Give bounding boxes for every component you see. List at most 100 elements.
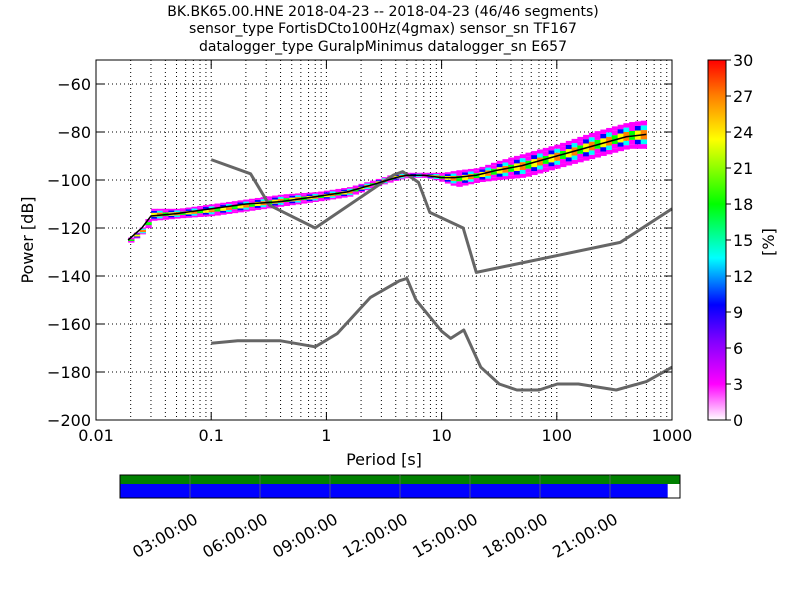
density-cell xyxy=(508,168,515,172)
density-cell xyxy=(156,210,164,213)
density-cell xyxy=(133,235,141,237)
density-cell xyxy=(168,212,175,214)
density-cell xyxy=(421,172,429,174)
density-cell xyxy=(174,213,181,216)
density-cell xyxy=(329,194,337,197)
density-cell xyxy=(519,166,527,170)
density-cell xyxy=(393,179,400,181)
density-cell xyxy=(231,203,239,206)
density-cell xyxy=(179,214,187,217)
density-cell xyxy=(295,202,302,205)
density-cell xyxy=(341,188,348,190)
density-cell xyxy=(554,148,561,153)
density-cell xyxy=(519,154,527,159)
density-cell xyxy=(611,139,619,144)
density-cell xyxy=(623,145,630,150)
density-cell xyxy=(174,216,181,219)
density-cell xyxy=(496,160,504,164)
density-cell xyxy=(583,156,590,161)
high-noise-model-line xyxy=(210,158,673,274)
y-axis-ticks: −200 −180 −160 −140 −120 −100 −80 −60 xyxy=(47,75,672,430)
density-cell xyxy=(289,197,296,200)
density-cell xyxy=(623,123,630,128)
density-cell xyxy=(565,149,573,154)
density-cell xyxy=(289,195,296,198)
density-cell xyxy=(168,210,175,213)
density-cell xyxy=(341,196,348,198)
density-cell xyxy=(548,162,555,167)
density-cell xyxy=(640,120,648,126)
density-cell xyxy=(583,143,590,148)
density-cell xyxy=(398,178,406,180)
density-cell xyxy=(560,142,567,147)
chart-title: BK.BK65.00.HNE 2018-04-23 -- 2018-04-23 … xyxy=(167,4,598,55)
density-cell xyxy=(191,213,198,216)
density-cell xyxy=(611,148,619,153)
density-cell xyxy=(335,193,342,196)
density-cell xyxy=(439,175,446,178)
density-cell xyxy=(537,149,544,154)
low-noise-model-line xyxy=(211,276,673,392)
density-cell xyxy=(226,203,233,206)
density-cell xyxy=(502,169,509,173)
density-cell xyxy=(542,163,550,168)
density-cell xyxy=(433,174,440,176)
density-cell xyxy=(611,126,619,131)
density-cell xyxy=(179,209,187,212)
density-cell xyxy=(410,176,417,177)
density-cell xyxy=(249,206,256,209)
time-tick-label: 03:00:00 xyxy=(129,509,201,561)
density-cell xyxy=(277,204,285,207)
density-cell xyxy=(571,147,578,152)
density-cell xyxy=(358,188,365,190)
density-cell xyxy=(531,151,538,156)
density-cell xyxy=(364,187,371,189)
density-cell xyxy=(266,198,273,201)
density-cell xyxy=(525,156,532,161)
y-tick-label: −60 xyxy=(57,75,91,94)
density-cell xyxy=(600,138,607,143)
density-cell xyxy=(577,149,584,154)
density-cell xyxy=(220,210,227,213)
density-cell xyxy=(300,200,308,202)
density-cell xyxy=(565,140,573,145)
density-cell xyxy=(243,199,250,202)
density-cell xyxy=(565,144,573,150)
density-cell xyxy=(548,150,555,155)
density-cell xyxy=(410,172,417,174)
density-cell xyxy=(583,152,590,157)
density-cell xyxy=(295,197,302,199)
density-cell xyxy=(617,124,625,130)
density-cell xyxy=(306,199,314,202)
density-cell xyxy=(387,180,394,182)
density-cell xyxy=(537,157,544,162)
density-cell xyxy=(462,169,469,173)
density-cell xyxy=(381,178,388,180)
density-cell xyxy=(208,204,216,207)
density-cell xyxy=(341,192,348,195)
density-cell xyxy=(162,212,170,215)
density-cell xyxy=(393,178,400,180)
density-cell xyxy=(629,144,636,149)
density-cell xyxy=(139,228,146,230)
time-tick-label: 15:00:00 xyxy=(409,509,481,561)
density-cell xyxy=(300,198,308,201)
density-cell xyxy=(237,208,244,211)
density-cell xyxy=(168,215,175,218)
density-cell xyxy=(341,194,348,197)
plot-frame xyxy=(95,59,673,421)
density-cell xyxy=(433,175,440,177)
density-cell xyxy=(588,132,596,138)
density-cell xyxy=(456,172,463,176)
density-cell xyxy=(421,176,429,178)
title-line-sensor: sensor_type FortisDCto100Hz(4gmax) senso… xyxy=(189,21,577,37)
density-cell xyxy=(249,204,256,207)
density-cell xyxy=(226,201,233,204)
density-cell xyxy=(588,141,596,147)
density-cell xyxy=(462,182,469,186)
density-cell xyxy=(156,216,164,219)
density-cell xyxy=(548,146,555,151)
density-cell xyxy=(450,180,457,184)
time-tick-label: 21:00:00 xyxy=(549,509,621,561)
title-line-network: BK.BK65.00.HNE 2018-04-23 -- 2018-04-23 … xyxy=(167,4,598,20)
